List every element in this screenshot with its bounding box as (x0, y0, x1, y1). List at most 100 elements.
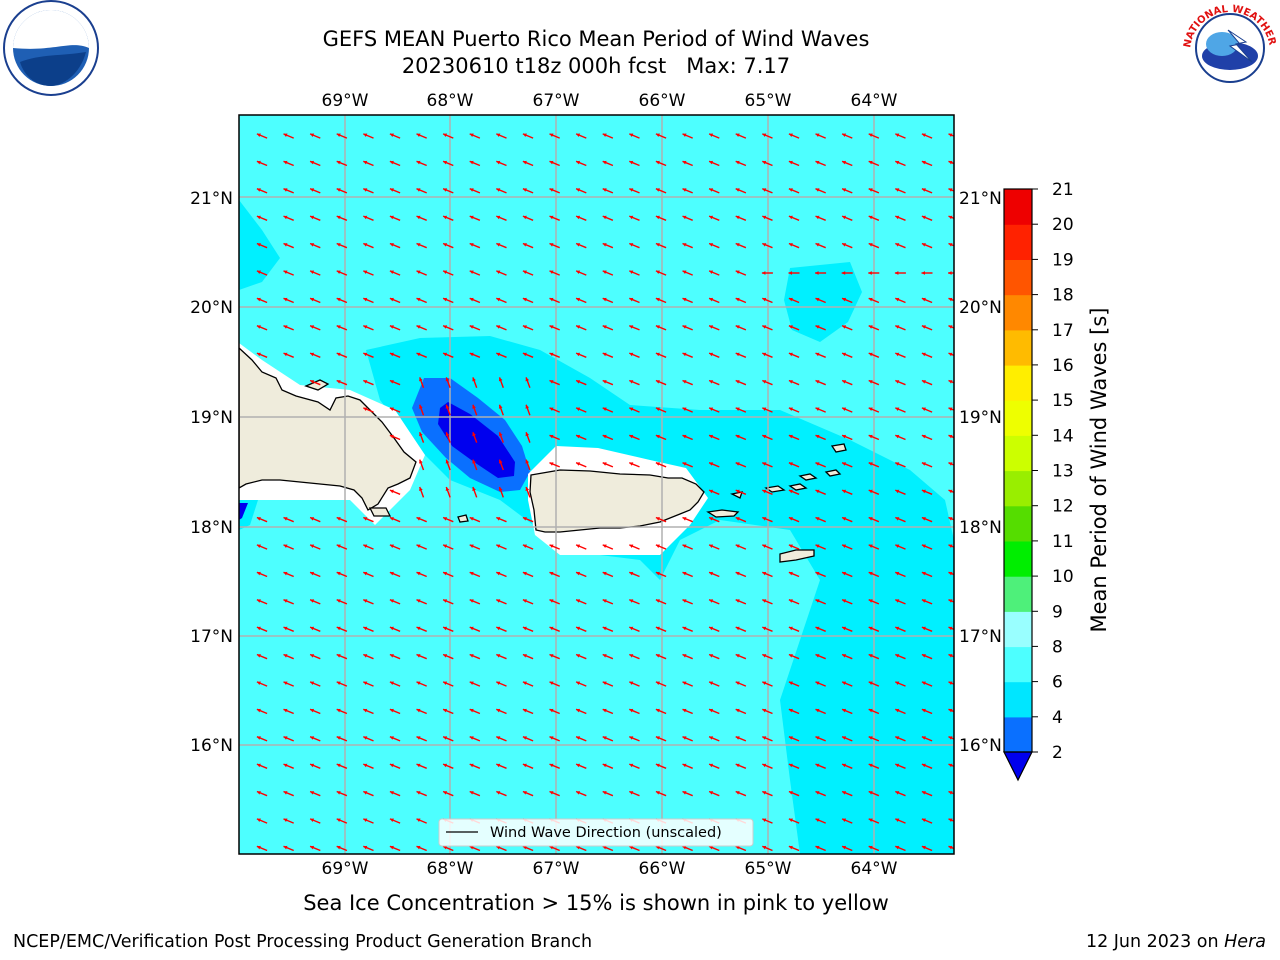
wave-direction-arrow (655, 297, 667, 304)
wave-direction-arrow (921, 599, 933, 605)
wave-direction-arrow (389, 736, 401, 742)
wave-direction-arrow (655, 544, 667, 550)
wave-direction-arrow (841, 790, 853, 797)
wave-direction-arrow (655, 599, 667, 605)
wave-direction-arrow (868, 242, 880, 249)
wave-direction-arrow (655, 133, 667, 139)
wave-direction-arrow (256, 352, 268, 358)
lon-label: 67°W (533, 91, 580, 111)
wave-direction-arrow (815, 325, 826, 331)
wave-direction-arrow (419, 431, 425, 443)
wave-direction-arrow (575, 653, 587, 660)
wave-direction-arrow (549, 790, 560, 797)
wave-direction-arrow (655, 462, 667, 468)
wave-direction-arrow (602, 626, 614, 632)
wave-direction-arrow (708, 270, 720, 276)
wave-direction-arrow (575, 160, 587, 167)
wave-direction-arrow (629, 708, 640, 715)
wave-direction-arrow (469, 133, 481, 139)
wave-direction-arrow (655, 215, 667, 221)
wave-direction-arrow (708, 462, 720, 468)
wave-direction-arrow (496, 352, 507, 358)
wave-direction-arrow (469, 626, 481, 632)
wave-direction-arrow (762, 434, 773, 441)
wave-direction-arrow (895, 818, 906, 824)
wave-direction-arrow (815, 489, 826, 495)
lat-label: 19°N (190, 408, 233, 428)
wave-direction-arrow (708, 160, 720, 167)
wave-direction-arrow (602, 434, 614, 441)
wave-direction-arrow (496, 626, 507, 632)
wave-direction-arrow (895, 736, 906, 742)
wave-direction-arrow (416, 188, 427, 194)
wave-direction-arrow (549, 297, 560, 304)
wave-direction-arrow (309, 160, 321, 167)
wave-direction-arrow (389, 407, 401, 413)
wave-direction-arrow (442, 653, 454, 660)
wave-direction-arrow (762, 626, 773, 632)
wave-direction-arrow (868, 325, 880, 331)
wave-direction-arrow (602, 215, 614, 221)
wave-direction-arrow (708, 763, 720, 769)
wave-direction-arrow (496, 133, 507, 139)
wave-direction-arrow (525, 404, 531, 416)
wave-direction-arrow (416, 160, 427, 167)
wave-direction-arrow (682, 544, 693, 550)
wave-direction-arrow (708, 379, 720, 386)
saona-island (368, 507, 392, 517)
wave-direction-arrow (894, 271, 906, 275)
wave-direction-arrow (363, 845, 374, 852)
lat-label: 16°N (190, 736, 233, 756)
wave-direction-arrow (309, 325, 321, 331)
wave-direction-arrow (815, 845, 826, 852)
wave-direction-arrow (416, 325, 427, 331)
colorbar-tick-label: 9 (1052, 602, 1063, 622)
wave-direction-arrow (921, 407, 933, 413)
wave-direction-arrow (602, 571, 614, 578)
wave-direction-arrow (469, 516, 481, 523)
lat-labels-right: 21°N 20°N 19°N 18°N 17°N 16°N (959, 189, 1002, 756)
wave-direction-arrow (445, 486, 451, 498)
wave-direction-arrow (655, 708, 667, 715)
wave-direction-arrow (363, 544, 374, 550)
wave-direction-arrow (629, 736, 640, 742)
wave-direction-arrow (762, 763, 773, 769)
wave-direction-arrow (389, 544, 401, 550)
wave-direction-arrow (602, 133, 614, 139)
wave-direction-arrow (708, 489, 720, 495)
wave-direction-arrow (841, 434, 853, 441)
wave-direction-arrow (788, 516, 800, 523)
wave-direction-arrow (549, 133, 560, 139)
wave-direction-arrow (416, 599, 427, 605)
wave-direction-arrow (921, 818, 933, 824)
wave-direction-arrow (336, 708, 348, 715)
wave-direction-arrow (549, 845, 560, 852)
wave-direction-arrow (496, 516, 507, 523)
wave-direction-arrow (655, 325, 667, 331)
wave-direction-arrow (549, 708, 560, 715)
wave-direction-arrow (921, 516, 933, 523)
wave-direction-arrow (575, 407, 587, 413)
wave-direction-arrow (655, 763, 667, 769)
wave-direction-arrow (549, 736, 560, 742)
wave-direction-arrow (522, 160, 534, 167)
wave-direction-arrow (708, 297, 720, 304)
wave-direction-arrow (682, 325, 693, 331)
wave-direction-arrow (682, 681, 693, 687)
wave-direction-arrow (629, 325, 640, 331)
wave-direction-arrow (708, 681, 720, 687)
wave-direction-arrow (708, 434, 720, 441)
wave-direction-arrow (868, 818, 880, 824)
wave-direction-arrow (309, 379, 321, 386)
wave-direction-arrow (256, 708, 268, 715)
wave-direction-arrow (363, 653, 374, 660)
hispaniola (239, 347, 417, 511)
footer-branch: NCEP/EMC/Verification Post Processing Pr… (13, 932, 593, 952)
wave-direction-arrow (363, 379, 374, 386)
wave-direction-arrow (496, 270, 507, 276)
wave-direction-arrow (363, 599, 374, 605)
wave-direction-arrow (469, 325, 481, 331)
wave-direction-arrow (309, 736, 321, 742)
colorbar-segment (1004, 329, 1032, 366)
wave-direction-arrow (708, 790, 720, 797)
